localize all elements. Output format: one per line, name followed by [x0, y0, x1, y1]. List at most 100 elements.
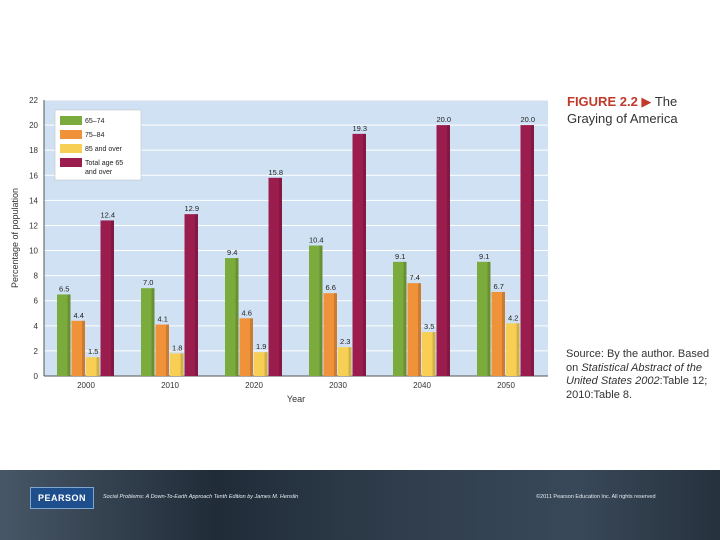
bar-shade — [487, 261, 491, 376]
x-axis-title: Year — [287, 394, 305, 404]
data-label: 1.8 — [172, 343, 182, 352]
legend-swatch — [60, 130, 82, 139]
legend-label: 65–74 — [85, 118, 105, 125]
pearson-logo: PEARSON — [30, 487, 94, 509]
x-tick-label: 2050 — [497, 381, 515, 390]
legend-label: 75–84 — [85, 132, 105, 139]
bar-shade — [180, 353, 184, 376]
copyright-notice: ©2011 Pearson Education Inc. All rights … — [536, 494, 656, 500]
bar — [239, 318, 253, 376]
bar-shade — [502, 291, 505, 376]
figure-title: The Graying of America — [567, 94, 678, 126]
bar — [100, 220, 114, 376]
legend-label: Total age 65 and over — [85, 160, 123, 176]
bar-shade — [334, 293, 337, 376]
bar-shade — [279, 177, 282, 376]
bar-shade — [348, 347, 352, 376]
bar-shade — [235, 258, 239, 376]
bar-shade — [151, 288, 155, 376]
bar-shade — [447, 125, 450, 376]
data-label: 10.4 — [309, 236, 324, 245]
data-label: 12.4 — [100, 210, 115, 219]
y-tick-label: 2 — [34, 347, 39, 356]
data-label: 6.7 — [494, 282, 504, 291]
bar-shade — [250, 318, 253, 376]
bar-shade — [531, 125, 534, 376]
bar — [352, 133, 366, 376]
data-label: 6.6 — [326, 283, 336, 292]
source-note: Source: By the author. Based on Statisti… — [566, 348, 718, 402]
bar — [338, 347, 352, 376]
bar — [520, 125, 534, 376]
x-tick-label: 2040 — [413, 381, 431, 390]
data-label: 9.4 — [227, 248, 237, 257]
bar — [477, 261, 491, 376]
bar-shade — [111, 220, 114, 376]
slide-footer: PEARSON Social Problems: A Down-To-Earth… — [0, 470, 720, 540]
data-label: 4.1 — [158, 315, 168, 324]
bar — [506, 323, 520, 376]
data-label: 9.1 — [479, 252, 489, 261]
caption-arrow: ▶ — [641, 94, 652, 109]
y-tick-label: 6 — [34, 297, 39, 306]
bar — [155, 324, 169, 376]
y-tick-label: 20 — [29, 121, 38, 130]
source-suffix: :Table 12; 2010:Table 8. — [566, 375, 708, 401]
y-tick-label: 16 — [29, 171, 38, 180]
y-tick-label: 12 — [29, 221, 38, 230]
bar-shade — [195, 214, 198, 376]
bar — [57, 294, 71, 376]
bar-shade — [516, 323, 520, 376]
data-label: 20.0 — [436, 115, 451, 124]
x-tick-label: 2010 — [161, 381, 179, 390]
bar-shade — [67, 294, 71, 376]
bar — [422, 332, 436, 376]
data-label: 2.3 — [340, 337, 350, 346]
bar — [184, 214, 198, 376]
legend-swatch — [60, 158, 82, 167]
legend-label: 85 and over — [85, 146, 123, 153]
legend-swatch — [60, 116, 82, 125]
y-tick-label: 0 — [34, 372, 39, 381]
bar — [86, 357, 100, 376]
x-tick-label: 2000 — [77, 381, 95, 390]
data-label: 4.2 — [508, 313, 518, 322]
bar-chart: 0 2 4 6 8 10 12 14 16 18 20 22 6.5 4.4 1.5 12.4 2000 7.0 4… — [10, 96, 548, 404]
data-label: 15.8 — [268, 168, 283, 177]
data-label: 7.0 — [143, 278, 153, 287]
bar — [268, 177, 282, 376]
figure-label: FIGURE 2.2 — [567, 94, 638, 109]
bar-shade — [82, 320, 85, 376]
bar — [393, 261, 407, 376]
y-tick-label: 10 — [29, 247, 38, 256]
bar-shade — [166, 324, 169, 376]
bar — [491, 291, 505, 376]
bar-shade — [264, 352, 268, 376]
book-citation: Social Problems: A Down-To-Earth Approac… — [103, 494, 299, 500]
y-tick-label: 8 — [34, 272, 39, 281]
footer-background — [0, 470, 720, 540]
data-label: 9.1 — [395, 252, 405, 261]
legend-swatch — [60, 144, 82, 153]
bar-shade — [432, 332, 436, 376]
bar — [170, 353, 184, 376]
data-label: 7.4 — [410, 273, 420, 282]
bar-shade — [319, 245, 323, 376]
data-label: 4.6 — [242, 308, 252, 317]
bar — [141, 288, 155, 376]
bar — [254, 352, 268, 376]
bar — [323, 293, 337, 376]
bar — [309, 245, 323, 376]
bar — [407, 283, 421, 376]
bar-shade — [96, 357, 100, 376]
bar-shade — [418, 283, 421, 376]
source-prefix: Source: By the author. Based on — [566, 348, 710, 374]
bar-shade — [403, 261, 407, 376]
bar — [71, 320, 85, 376]
data-label: 6.5 — [59, 284, 69, 293]
data-label: 3.5 — [424, 322, 434, 331]
x-tick-label: 2020 — [245, 381, 263, 390]
x-tick-label: 2030 — [329, 381, 347, 390]
data-label: 20.0 — [520, 115, 535, 124]
y-tick-label: 18 — [29, 146, 38, 155]
